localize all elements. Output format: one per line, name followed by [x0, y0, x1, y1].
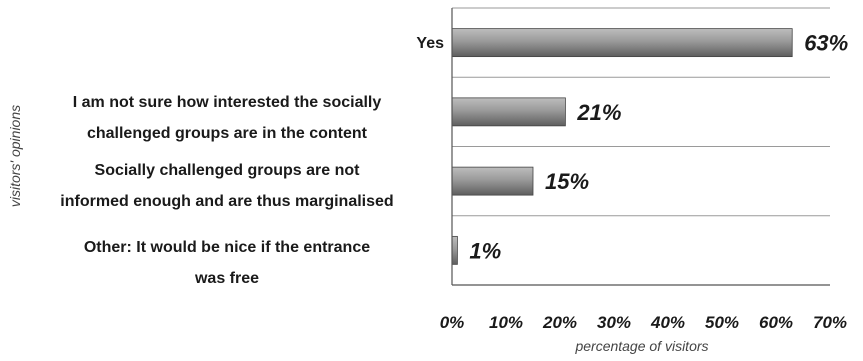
- bar: [451, 97, 566, 127]
- value-labels: 63% 21% 15% 1%: [469, 31, 848, 264]
- x-axis-label: percentage of visitors: [575, 338, 709, 354]
- x-tick-label: 20%: [542, 313, 577, 332]
- bar: [451, 166, 534, 196]
- x-tick-label: 40%: [650, 313, 685, 332]
- category-label-line: informed enough and are thus marginalise…: [60, 193, 394, 210]
- category-label: I am not sure how interested the sociall…: [0, 87, 446, 149]
- bar: [451, 235, 458, 265]
- category-label-line: Yes: [416, 35, 444, 52]
- x-tick-label: 0%: [440, 313, 465, 332]
- bar: [451, 28, 793, 58]
- category-label-line: challenged groups are in the content: [86, 125, 368, 142]
- value-label: 63%: [804, 31, 848, 56]
- value-label: 21%: [576, 100, 621, 125]
- x-tick-label: 70%: [813, 313, 847, 332]
- x-tick-label: 30%: [597, 313, 631, 332]
- x-tick-label: 50%: [705, 313, 739, 332]
- x-tick-label: 60%: [759, 313, 793, 332]
- category-label-line: I am not sure how interested the sociall…: [72, 94, 382, 111]
- category-label-line: was free: [194, 270, 260, 287]
- value-label: 15%: [545, 169, 589, 194]
- category-label-line: Socially challenged groups are not: [94, 162, 360, 179]
- gridlines: [452, 7, 830, 286]
- value-label: 1%: [469, 238, 501, 263]
- category-label: Other: It would be nice if the entrance w…: [0, 232, 446, 294]
- category-label: Yes: [0, 28, 446, 59]
- x-tick-label: 10%: [489, 313, 523, 332]
- category-label-line: Other: It would be nice if the entrance: [83, 239, 371, 256]
- category-label: Socially challenged groups are not inform…: [0, 155, 446, 217]
- x-tick-labels: 0% 10% 20% 30% 40% 50% 60% 70%: [440, 313, 847, 332]
- y-axis-label: visitors' opinions: [7, 104, 23, 208]
